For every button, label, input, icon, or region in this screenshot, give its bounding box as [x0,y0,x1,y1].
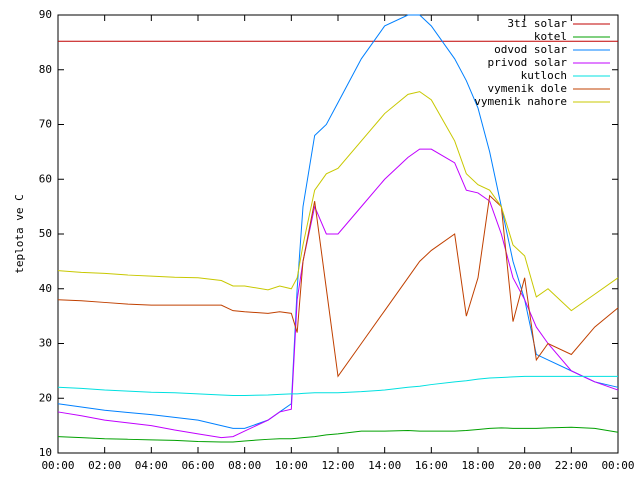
y-axis-label: teplota ve C [13,194,26,273]
y-tick-label: 90 [39,8,52,21]
legend-label: odvod solar [494,43,567,56]
legend-label: kutloch [521,69,567,82]
series-line [57,194,619,378]
y-tick-label: 70 [39,118,52,131]
x-tick-label: 22:00 [555,459,588,472]
legend-label: privod solar [488,56,568,69]
series-line [57,148,619,439]
legend-label: vymenik dole [488,82,567,95]
x-tick-label: 02:00 [88,459,121,472]
series-line [57,91,619,312]
x-tick-label: 20:00 [508,459,541,472]
x-tick-label: 14:00 [368,459,401,472]
x-tick-label: 04:00 [135,459,168,472]
x-tick-label: 00:00 [41,459,74,472]
y-tick-label: 10 [39,446,52,459]
x-tick-label: 06:00 [181,459,214,472]
y-tick-label: 60 [39,172,52,185]
series-line [57,14,619,429]
x-tick-label: 12:00 [321,459,354,472]
x-tick-label: 00:00 [601,459,634,472]
y-tick-label: 40 [39,282,52,295]
legend-label: kotel [534,30,567,43]
x-tick-label: 16:00 [415,459,448,472]
y-tick-label: 20 [39,391,52,404]
y-tick-label: 80 [39,63,52,76]
series-line [57,426,619,443]
legend-label: 3ti solar [507,17,567,30]
y-tick-label: 30 [39,337,52,350]
x-tick-label: 18:00 [461,459,494,472]
x-tick-label: 10:00 [275,459,308,472]
y-tick-label: 50 [39,227,52,240]
x-tick-label: 08:00 [228,459,261,472]
series-line [57,375,618,397]
legend-label: vymenik nahore [474,95,567,108]
